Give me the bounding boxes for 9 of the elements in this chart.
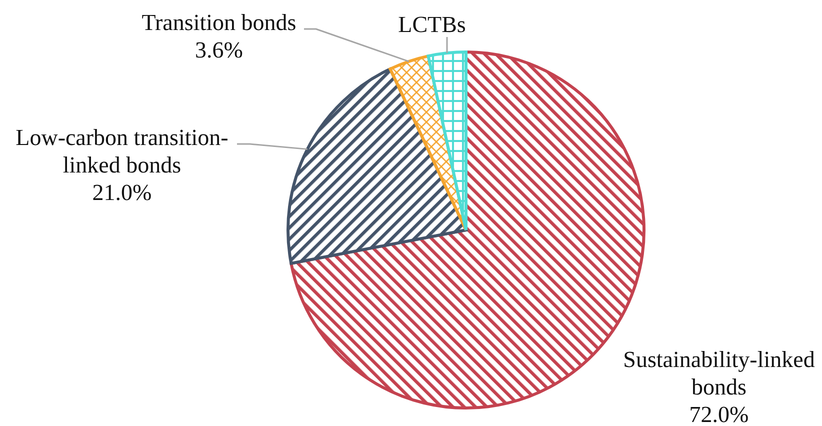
slice-label: Sustainability-linked bonds: [623, 347, 816, 400]
pie-slice: [286, 67, 468, 265]
data-label: 3.6%: [195, 38, 243, 62]
data-label: 72.0%: [689, 402, 749, 426]
slice-label: Transition bonds: [142, 10, 296, 35]
pie-slice: [426, 50, 468, 232]
data-label: 21.0%: [92, 180, 152, 205]
slice-label: LCTBs: [398, 12, 466, 37]
slice-label: Low-carbon transition-linked bonds: [16, 125, 228, 178]
